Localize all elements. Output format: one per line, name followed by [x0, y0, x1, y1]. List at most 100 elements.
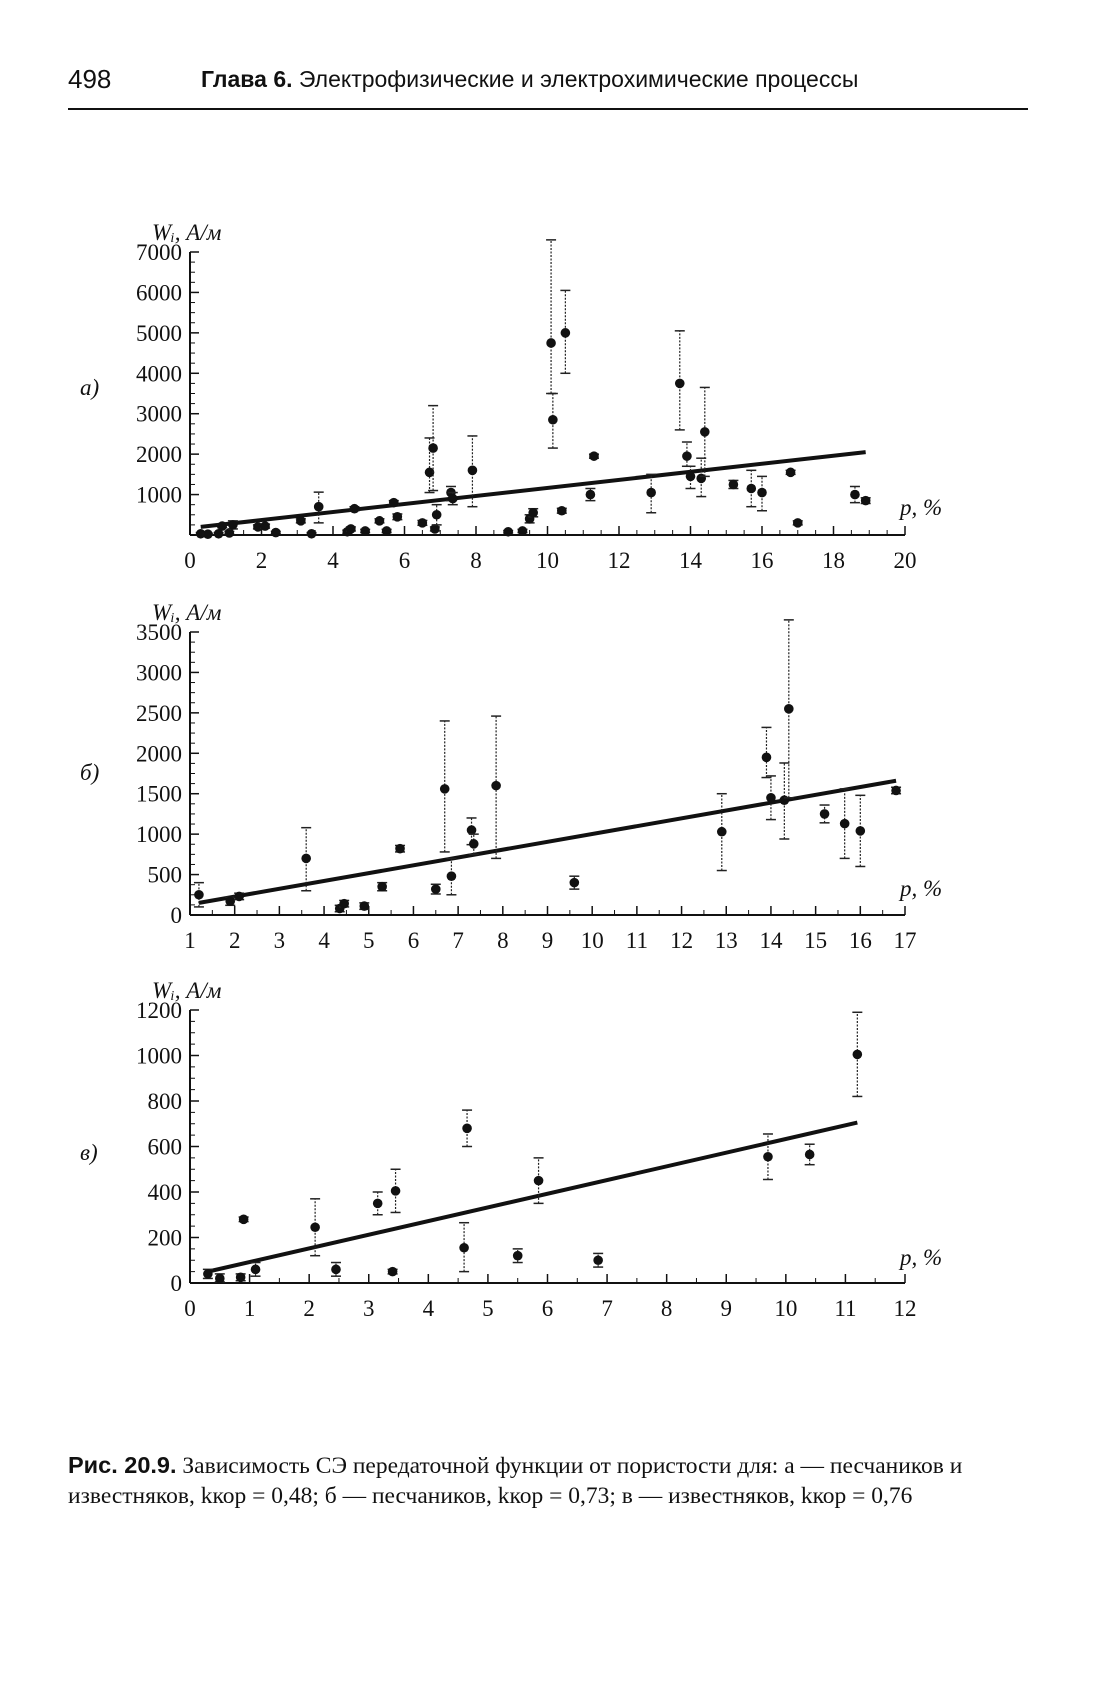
point-marker — [819, 809, 830, 819]
chart-panel-a: 0 2 4 6 8 10 12 14 16 18 20 1000 2000 3000 4000 5000 600… — [80, 220, 942, 573]
data-point — [503, 526, 514, 537]
point-marker — [891, 785, 901, 796]
point-marker — [462, 1123, 472, 1134]
data-point — [217, 521, 228, 531]
data-point — [462, 1109, 473, 1148]
point-marker — [224, 528, 235, 538]
point-marker — [728, 479, 739, 490]
data-point — [202, 1268, 213, 1280]
y-tick-label: 500 — [148, 863, 183, 888]
point-marker — [560, 328, 571, 338]
x-tick-label: 18 — [822, 548, 845, 573]
data-point — [224, 528, 235, 538]
point-marker — [346, 524, 356, 534]
x-tick-label: 8 — [661, 1296, 673, 1321]
x-tick-label: 13 — [715, 928, 738, 953]
y-tick-label: 6000 — [136, 280, 182, 305]
data-point — [852, 1011, 863, 1098]
point-marker — [417, 518, 428, 528]
data-point — [491, 715, 502, 860]
point-marker — [512, 1250, 523, 1261]
point-marker — [428, 443, 438, 453]
data-point — [468, 833, 479, 856]
y-tick-label: 7000 — [136, 240, 182, 265]
y-tick-label: 1200 — [136, 998, 182, 1023]
y-tick-label: 1000 — [136, 1044, 182, 1069]
data-point — [377, 881, 388, 892]
trend-line — [198, 778, 897, 905]
caption-text: Зависимость СЭ передаточной функции от п… — [68, 1453, 963, 1509]
data-point — [213, 528, 224, 539]
y-tick-label: 3000 — [136, 402, 182, 427]
data-point — [447, 491, 458, 506]
data-point — [306, 528, 317, 539]
data-point — [779, 762, 790, 840]
data-point — [439, 720, 450, 853]
point-marker — [467, 465, 478, 476]
chapter-label: Глава 6. — [201, 66, 293, 92]
y-tick-label: 1000 — [136, 822, 182, 847]
point-marker — [459, 1242, 469, 1253]
point-marker — [217, 521, 227, 531]
point-marker — [766, 792, 776, 803]
y-tick-label: 1000 — [136, 483, 182, 508]
point-marker — [195, 528, 206, 539]
data-point — [234, 891, 245, 902]
point-marker — [395, 843, 405, 854]
data-point — [716, 792, 727, 872]
x-tick-label: 12 — [608, 548, 631, 573]
y-tick-label: 2500 — [136, 701, 182, 726]
data-point — [349, 503, 360, 514]
data-point — [891, 785, 902, 796]
data-point — [381, 526, 392, 536]
y-tick-label: 800 — [148, 1089, 183, 1114]
data-point — [214, 1273, 225, 1284]
x-tick-label: 2 — [229, 928, 241, 953]
point-marker — [503, 526, 513, 537]
point-marker — [213, 528, 224, 539]
x-tick-label: 8 — [470, 548, 482, 573]
x-tick-label: 16 — [849, 928, 872, 953]
point-marker — [234, 891, 244, 902]
data-point — [359, 901, 370, 911]
data-point — [295, 516, 306, 526]
data-point — [431, 503, 442, 526]
y-tick-label: 3000 — [136, 660, 182, 685]
x-tick-label: 15 — [804, 928, 827, 953]
x-tick-label: 2 — [303, 1296, 315, 1321]
point-marker — [491, 780, 501, 791]
point-marker — [377, 881, 387, 892]
data-point — [339, 898, 350, 909]
point-marker — [852, 1049, 863, 1060]
point-marker — [850, 489, 860, 500]
y-axis-title: Wᵢ, А/м — [152, 978, 222, 1003]
point-marker — [390, 1186, 401, 1196]
x-tick-label: 20 — [894, 548, 917, 573]
chart-panel-c: 0 1 2 3 4 5 6 7 8 9 10 11 12020040060080010001200Wᵢ,… — [80, 978, 942, 1321]
data-point — [783, 619, 794, 799]
point-marker — [700, 427, 710, 437]
y-tick-label: 200 — [148, 1226, 183, 1251]
point-marker — [792, 518, 803, 528]
data-point — [374, 516, 385, 526]
x-tick-label: 3 — [363, 1296, 375, 1321]
page-header: 498 Глава 6. Электрофизические и электро… — [68, 62, 1028, 110]
data-point — [428, 404, 439, 492]
data-point — [646, 473, 657, 514]
x-tick-label: 17 — [894, 928, 917, 953]
point-marker — [533, 1175, 544, 1186]
data-point — [372, 1191, 383, 1216]
point-marker — [804, 1149, 815, 1160]
point-marker — [431, 509, 442, 520]
point-marker — [528, 507, 538, 518]
point-marker — [374, 516, 385, 526]
point-marker — [546, 338, 556, 348]
x-tick-label: 6 — [408, 928, 420, 953]
x-tick-label: 2 — [256, 548, 268, 573]
data-point — [728, 479, 739, 490]
data-point — [681, 441, 692, 468]
panel-label: в) — [80, 1140, 98, 1165]
x-tick-label: 11 — [834, 1296, 856, 1321]
x-tick-label: 5 — [363, 928, 375, 953]
x-tick-label: 6 — [399, 548, 411, 573]
